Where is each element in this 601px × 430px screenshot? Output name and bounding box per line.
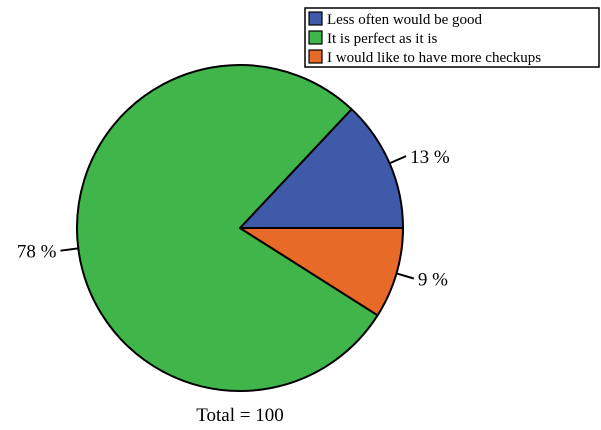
slice-more-checkups	[239, 227, 404, 317]
legend-label-0: Less often would be good	[327, 12, 482, 28]
legend-swatch-0	[308, 11, 323, 26]
slice-less-often	[239, 108, 404, 229]
total-label: Total = 100	[196, 405, 284, 425]
percent-label-2: 9 %	[418, 269, 448, 290]
legend-label-2: I would like to have more checkups	[327, 50, 541, 66]
percent-label-1: 78 %	[17, 242, 57, 263]
pie-slices	[76, 64, 404, 392]
legend-swatch-1	[308, 30, 323, 45]
label-leaders	[60, 155, 415, 280]
percent-labels: 13 % 78 % 9 %	[17, 147, 450, 290]
legend-box	[304, 7, 600, 68]
leader-line-1	[60, 247, 79, 252]
legend: Less often would be good It is perfect as…	[304, 7, 600, 68]
percent-label-0: 13 %	[410, 147, 450, 168]
legend-swatch-2	[308, 49, 323, 64]
leader-line-0	[389, 155, 407, 165]
legend-label-1: It is perfect as it is	[327, 31, 438, 47]
leader-line-2	[396, 272, 415, 280]
